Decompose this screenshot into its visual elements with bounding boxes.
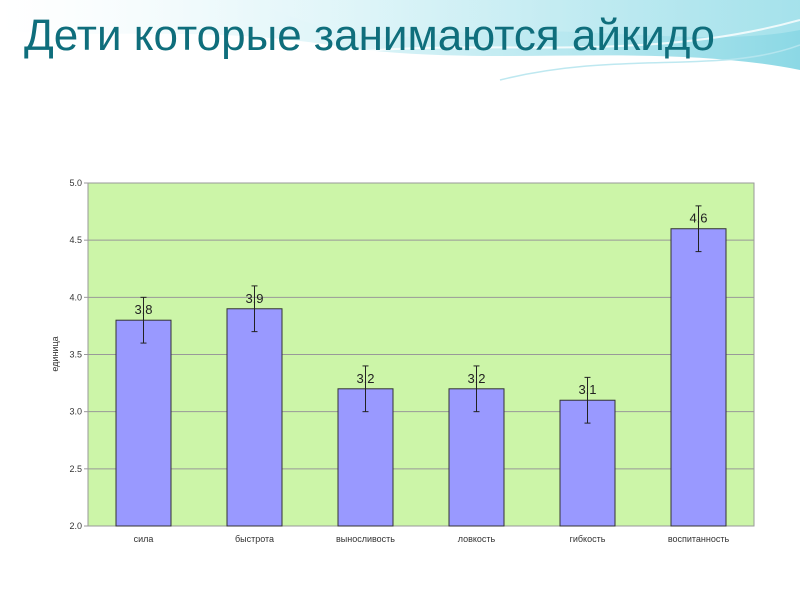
bar [115, 319, 172, 527]
category-label: гибкость [570, 534, 606, 544]
error-bars [140, 205, 702, 424]
category-label: быстрота [235, 534, 274, 544]
category-label: выносливость [336, 534, 395, 544]
x-axis-category-labels: сила быстрота выносливость ловкость гибкость… [134, 534, 730, 544]
category-label: воспитанность [668, 534, 730, 544]
y-tick-label: 3.0 [69, 407, 82, 417]
y-tick-label: 2.0 [69, 521, 82, 531]
y-axis-title: единица [50, 336, 60, 371]
data-label: 3,2 [356, 371, 374, 386]
slide-title: Дети которые занимаются айкидо [24, 11, 715, 60]
gridlines [84, 182, 754, 527]
y-tick-label: 3.5 [69, 350, 82, 360]
data-label: 3,9 [245, 291, 263, 306]
data-labels: 3,8 3,9 3,2 3,2 3,1 4,6 [134, 211, 707, 398]
y-tick-label: 4.0 [69, 292, 82, 302]
data-label: 4,6 [689, 211, 707, 226]
data-label: 3,2 [467, 371, 485, 386]
bar [670, 228, 727, 527]
bar [226, 308, 283, 527]
y-tick-label: 5.0 [69, 178, 82, 188]
category-label: ловкость [458, 534, 496, 544]
data-label: 3,8 [134, 302, 152, 317]
category-label: сила [134, 534, 154, 544]
y-axis-ticks: 2.0 2.5 3.0 3.5 4.0 4.5 5.0 [69, 178, 82, 531]
data-label: 3,1 [578, 382, 596, 397]
y-tick-label: 4.5 [69, 235, 82, 245]
y-tick-label: 2.5 [69, 464, 82, 474]
